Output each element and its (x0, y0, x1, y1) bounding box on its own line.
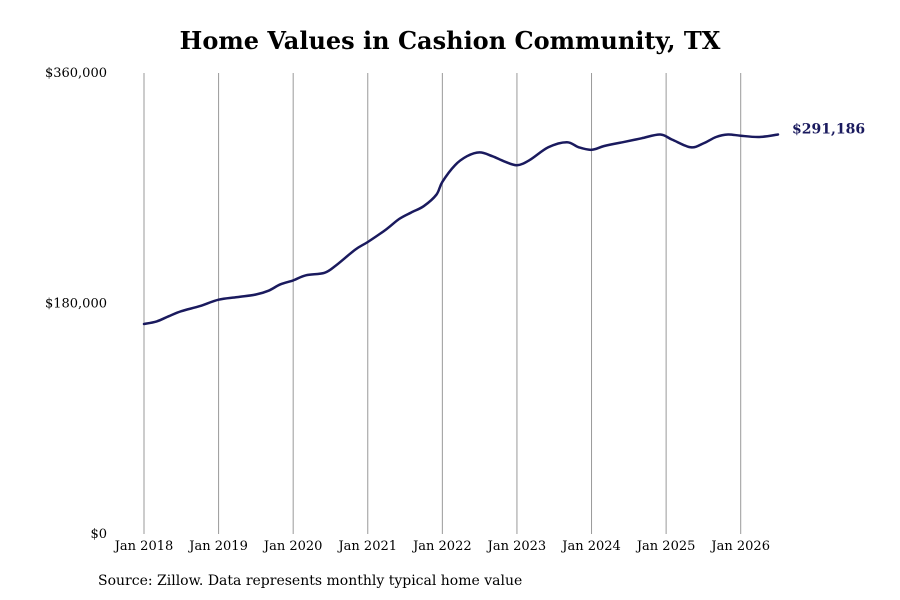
source-note: Source: Zillow. Data represents monthly … (98, 573, 523, 589)
y-tick-label: $0 (90, 527, 107, 542)
x-tick-label: Jan 2020 (262, 539, 323, 554)
y-tick-label: $360,000 (45, 66, 107, 81)
y-axis-tick-labels: $0 $180,000 $360,000 (45, 66, 107, 542)
x-tick-label: Jan 2023 (486, 539, 547, 554)
x-tick-label: Jan 2026 (709, 539, 770, 554)
x-axis-tick-labels: Jan 2018 Jan 2019 Jan 2020 Jan 2021 Jan 2022… (113, 539, 770, 554)
x-tick-label: Jan 2022 (411, 539, 472, 554)
y-tick-label: $180,000 (45, 297, 107, 312)
x-tick-label: Jan 2018 (113, 539, 174, 554)
x-tick-label: Jan 2024 (560, 539, 621, 554)
x-tick-label: Jan 2019 (187, 539, 248, 554)
x-tick-label: Jan 2021 (336, 539, 397, 554)
latest-value-label: $291,186 (792, 121, 865, 137)
x-tick-label: Jan 2025 (635, 539, 696, 554)
chart-title: Home Values in Cashion Community, TX (179, 26, 721, 55)
home-value-line (142, 133, 780, 326)
grid-lines (143, 73, 742, 534)
